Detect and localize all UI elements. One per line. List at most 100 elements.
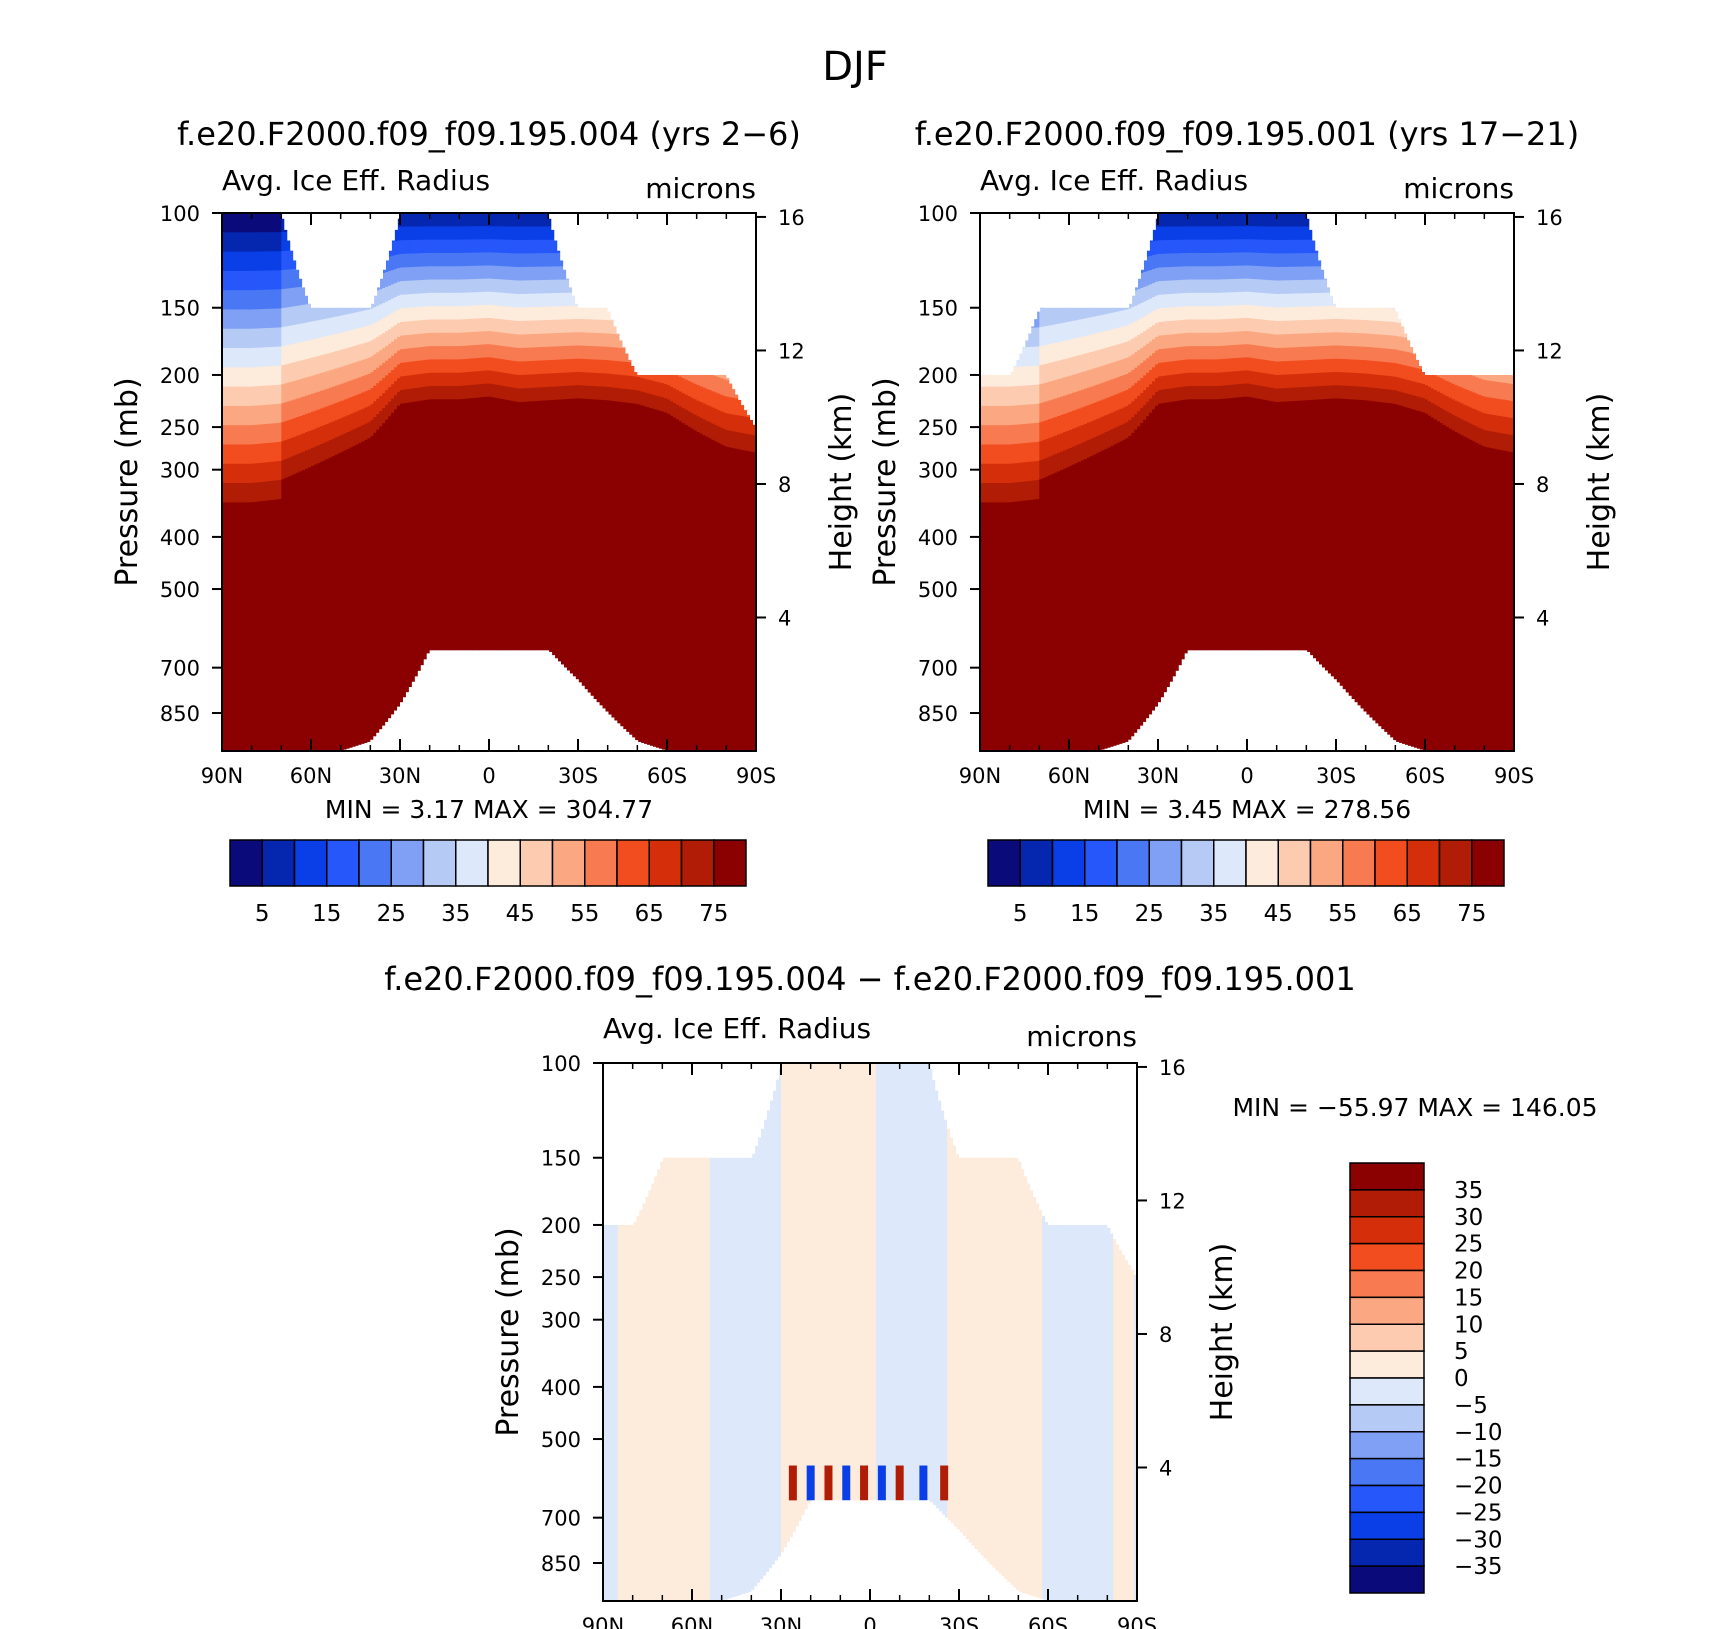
contour-band (325, 371, 330, 390)
contour-band (554, 279, 558, 294)
contour-band (290, 325, 294, 345)
contour-band (313, 428, 318, 448)
contour-band (1193, 359, 1198, 374)
missing-data-mask (405, 692, 410, 751)
contour-band (1163, 253, 1168, 268)
contour-band (1060, 378, 1064, 398)
contour-band (364, 456, 368, 751)
contour-band (358, 377, 363, 395)
contour-band (414, 320, 419, 335)
contour-band (293, 492, 297, 751)
contour-band (1089, 456, 1094, 475)
contour-band (494, 305, 499, 320)
contour-band (236, 348, 241, 368)
contour-band (1220, 266, 1224, 280)
contour-band (1279, 307, 1284, 322)
contour-band (474, 344, 478, 359)
contour-band (551, 226, 555, 241)
contour-band (444, 372, 449, 387)
missing-data-mask (346, 748, 351, 751)
contour-band (444, 319, 449, 334)
missing-data-mask (669, 213, 674, 375)
contour-band (397, 281, 401, 297)
contour-band (1211, 386, 1215, 400)
contour-band (491, 265, 496, 280)
contour-band (1089, 299, 1094, 318)
contour-band (994, 367, 999, 388)
contour-band (1101, 365, 1106, 384)
contour-band (462, 332, 466, 347)
contour-band (328, 387, 333, 406)
contour-band (400, 267, 404, 282)
contour-band (242, 483, 247, 503)
missing-data-mask (506, 650, 511, 751)
contour-band (1193, 412, 1198, 751)
contour-band (1226, 305, 1230, 320)
missing-data-mask (741, 213, 745, 406)
contour-band (1270, 387, 1275, 402)
y-tick-label: 250 (160, 416, 200, 440)
missing-data-mask (580, 213, 585, 308)
contour-band (1297, 293, 1301, 308)
contour-band (305, 304, 309, 324)
contour-band (468, 398, 472, 413)
contour-band (400, 294, 404, 309)
contour-band (1036, 499, 1040, 751)
contour-band (1303, 226, 1307, 241)
contour-band (420, 239, 425, 254)
contour-band (1119, 408, 1123, 426)
contour-band (1285, 293, 1290, 308)
contour-band (408, 402, 413, 417)
contour-band (560, 332, 564, 347)
contour-band (1054, 324, 1058, 344)
contour-band (604, 306, 609, 321)
contour-band (358, 442, 363, 460)
contour-band (358, 344, 363, 362)
contour-band (426, 386, 431, 401)
contour-band (1042, 402, 1046, 422)
contour-band (1184, 226, 1189, 241)
contour-band (1077, 372, 1082, 392)
contour-band (1172, 226, 1177, 241)
contour-band (325, 318, 330, 337)
contour-band (1160, 362, 1165, 377)
contour-band (459, 385, 463, 400)
contour-band (355, 460, 360, 751)
contour-band (985, 386, 990, 407)
contour-band (557, 332, 561, 347)
contour-band (1086, 352, 1091, 371)
contour-band (1291, 387, 1296, 402)
contour-band (1024, 366, 1029, 387)
contour-band (275, 461, 279, 481)
contour-band (263, 347, 268, 368)
missing-data-mask (575, 213, 579, 304)
contour-band (269, 442, 274, 463)
contour-band (1166, 348, 1171, 363)
contour-band (450, 306, 454, 321)
contour-band (548, 413, 552, 751)
contour-band (1149, 284, 1153, 300)
contour-band (311, 393, 315, 413)
contour-band (1042, 383, 1046, 403)
missing-data-mask (361, 213, 366, 308)
contour-band (515, 280, 520, 295)
contour-band (1128, 404, 1132, 421)
contour-band (411, 320, 416, 336)
contour-band (435, 359, 440, 374)
contour-band (450, 266, 454, 281)
contour-band (1098, 383, 1103, 402)
contour-band (1092, 402, 1097, 421)
contour-band (714, 441, 719, 459)
contour-band (1146, 329, 1150, 345)
contour-band (239, 405, 244, 426)
contour-band (236, 367, 241, 388)
contour-band (1238, 239, 1242, 254)
contour-band (233, 251, 238, 272)
contour-band (254, 213, 259, 233)
contour-band (1244, 278, 1248, 293)
contour-band (1066, 376, 1070, 396)
contour-band (319, 461, 324, 481)
contour-band (997, 367, 1002, 388)
contour-band (1080, 460, 1085, 479)
contour-band (1125, 406, 1129, 423)
